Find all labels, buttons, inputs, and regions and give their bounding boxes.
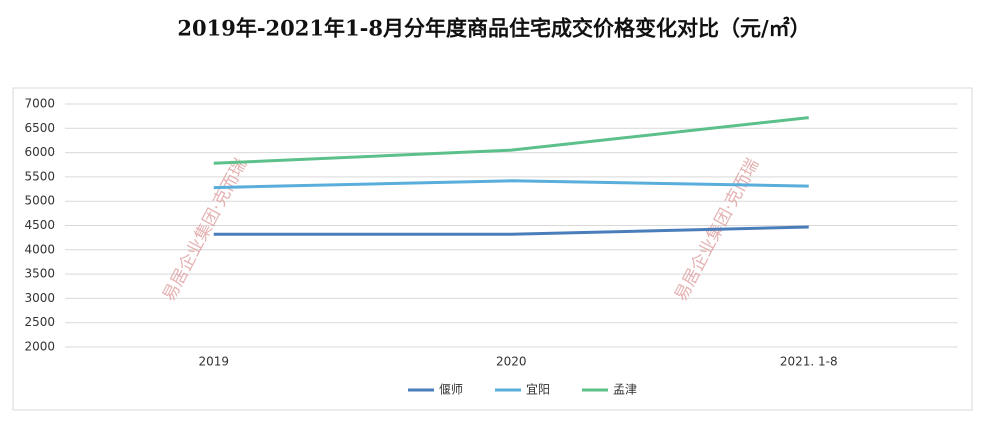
y-tick-label: 7000 — [24, 97, 55, 111]
y-tick-label: 3000 — [24, 291, 55, 305]
legend-label: 偃师 — [439, 382, 463, 397]
legend-label: 孟津 — [613, 383, 637, 397]
y-tick-label: 2500 — [24, 315, 55, 329]
y-tick-label: 4500 — [24, 218, 55, 232]
x-tick-label: 2019 — [198, 355, 229, 369]
series-line — [213, 179, 809, 190]
y-tick-label: 5500 — [24, 169, 55, 183]
chart-frame — [12, 87, 973, 411]
y-tick-label: 6500 — [24, 121, 55, 135]
x-tick-label: 2020 — [496, 355, 527, 369]
legend-label: 宜阳 — [526, 382, 550, 397]
y-tick-label: 3500 — [24, 267, 55, 281]
y-tick-label: 5000 — [24, 194, 55, 208]
y-tick-label: 2000 — [24, 340, 55, 354]
series-line — [213, 116, 809, 165]
y-tick-label: 6000 — [24, 145, 55, 159]
watermark: 易居企业集团·克而瑞 — [159, 155, 251, 304]
y-tick-label: 4000 — [24, 242, 55, 256]
series-line — [213, 225, 809, 236]
x-tick-label: 2021. 1-8 — [780, 355, 838, 369]
chart-title: 2019年-2021年1-8月分年度商品住宅成交价格变化对比（元/㎡） — [177, 16, 810, 41]
